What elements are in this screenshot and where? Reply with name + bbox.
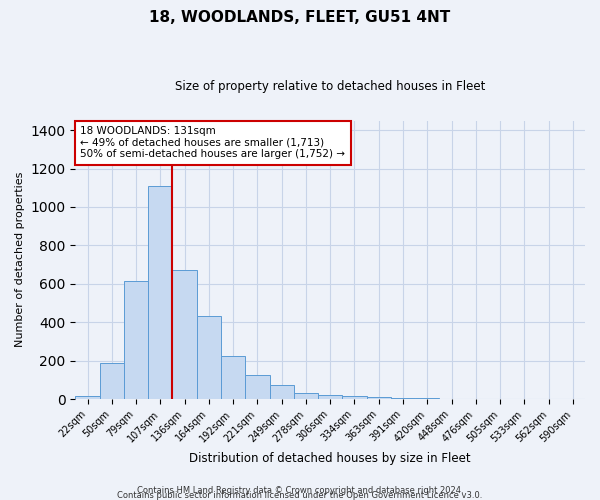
Bar [269, 384, 294, 399]
Bar [100, 362, 124, 399]
X-axis label: Distribution of detached houses by size in Fleet: Distribution of detached houses by size … [190, 452, 471, 465]
Bar [76, 396, 100, 399]
Text: 18 WOODLANDS: 131sqm
← 49% of detached houses are smaller (1,713)
50% of semi-de: 18 WOODLANDS: 131sqm ← 49% of detached h… [80, 126, 346, 160]
Text: 18, WOODLANDS, FLEET, GU51 4NT: 18, WOODLANDS, FLEET, GU51 4NT [149, 10, 451, 25]
Bar [124, 281, 148, 399]
Bar [172, 270, 197, 399]
Bar [197, 316, 221, 399]
Bar [415, 398, 439, 399]
Bar [391, 398, 415, 399]
Bar [245, 375, 269, 399]
Bar [367, 397, 391, 399]
Bar [318, 395, 343, 399]
Bar [294, 394, 318, 399]
Y-axis label: Number of detached properties: Number of detached properties [15, 172, 25, 348]
Text: Contains HM Land Registry data © Crown copyright and database right 2024.: Contains HM Land Registry data © Crown c… [137, 486, 463, 495]
Title: Size of property relative to detached houses in Fleet: Size of property relative to detached ho… [175, 80, 485, 93]
Text: Contains public sector information licensed under the Open Government Licence v3: Contains public sector information licen… [118, 491, 482, 500]
Bar [148, 186, 172, 399]
Bar [221, 356, 245, 399]
Bar [343, 396, 367, 399]
